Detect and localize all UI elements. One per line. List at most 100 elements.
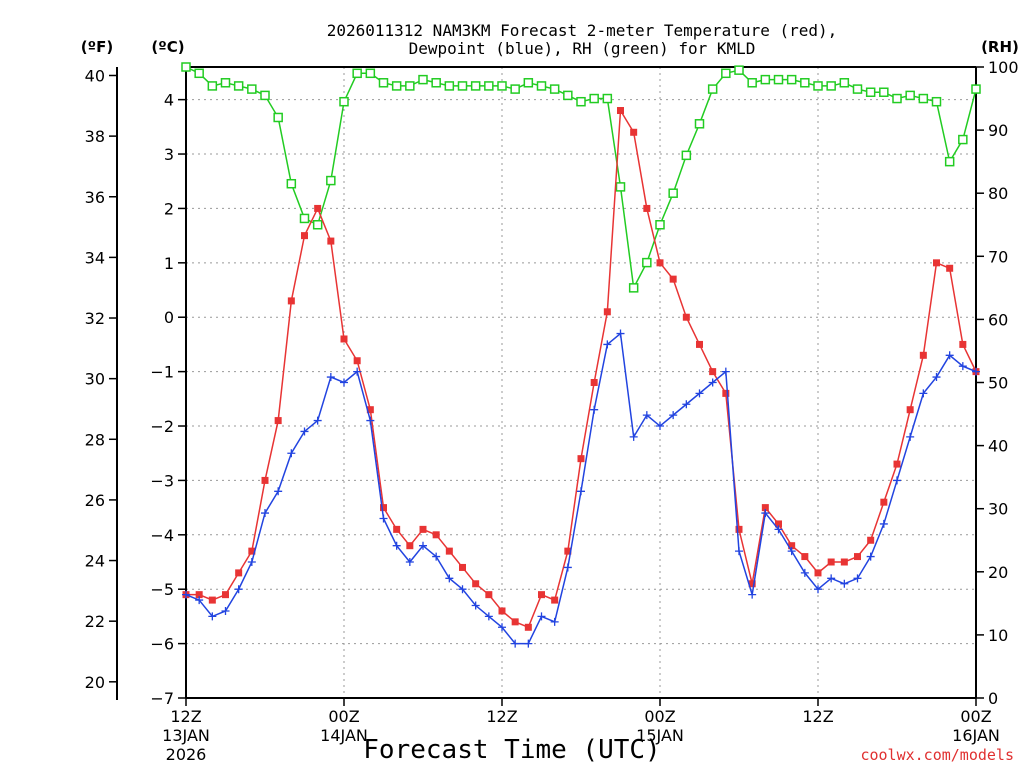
x-tick-label: 12Z — [802, 707, 833, 726]
axes — [109, 66, 984, 706]
rh-point — [826, 81, 836, 91]
dewpoint-point — [300, 427, 309, 436]
temperature-point — [827, 558, 835, 566]
fahrenheit-tick-label: 40 — [85, 66, 105, 85]
chart-title-line2: Dewpoint (blue), RH (green) for KMLD — [409, 39, 756, 58]
dewpoint-point — [379, 514, 388, 523]
temperature-point — [195, 591, 203, 599]
rh-tick-label: 100 — [988, 58, 1019, 77]
dewpoint-point — [642, 411, 651, 420]
temperature-point — [814, 569, 822, 577]
temperature-point — [840, 558, 848, 566]
temperature-point — [603, 308, 611, 316]
rh-tick-label: 40 — [988, 437, 1008, 456]
dewpoint-point — [695, 389, 704, 398]
dewpoint-point — [366, 416, 375, 425]
rh-tick-label: 90 — [988, 121, 1008, 140]
celsius-tick-label: −3 — [150, 471, 174, 490]
dewpoint-point — [800, 568, 809, 577]
dewpoint-point — [945, 351, 954, 360]
dewpoint-point — [840, 579, 849, 588]
temperature-point — [432, 531, 440, 539]
fahrenheit-tick-label: 32 — [85, 309, 105, 328]
rh-tick-label: 20 — [988, 563, 1008, 582]
temperature-point — [590, 379, 598, 386]
celsius-tick-label: −1 — [150, 363, 174, 382]
temperature-point — [327, 237, 335, 245]
temperature-point — [775, 520, 782, 528]
dewpoint-point — [563, 563, 572, 572]
dewpoint-point — [340, 378, 348, 387]
temperature-point — [353, 357, 361, 365]
dewpoint-point — [748, 590, 757, 599]
dewpoint-point — [774, 525, 783, 534]
rh-point — [655, 220, 665, 230]
temperature-point — [669, 275, 677, 283]
temperature-point — [274, 417, 282, 425]
temperature-point — [551, 596, 559, 604]
dewpoint-point — [893, 476, 901, 485]
dewpoint-point — [919, 389, 928, 398]
rh-point — [944, 156, 955, 167]
rh-unit-label: (RH) — [981, 38, 1019, 56]
celsius-tick-label: 2 — [164, 199, 174, 218]
rh-point — [668, 188, 678, 198]
dewpoint-point — [419, 541, 427, 550]
fahrenheit-tick-label: 24 — [85, 552, 105, 571]
rh-point — [786, 74, 797, 85]
rh-point — [365, 68, 376, 79]
x-tick-date: 14JAN — [320, 726, 368, 745]
rh-point — [681, 150, 692, 161]
rh-point — [892, 93, 902, 104]
rh-point — [589, 93, 599, 104]
dewpoint-point — [524, 639, 533, 648]
temperature-point — [959, 340, 967, 348]
rh-point — [642, 257, 652, 268]
celsius-tick-label: −7 — [150, 689, 174, 708]
temperature-point — [314, 204, 322, 212]
fahrenheit-tick-label: 20 — [85, 673, 105, 692]
rh-point — [958, 134, 968, 145]
x-tick-year: 2026 — [166, 745, 207, 764]
dewpoint-point — [958, 362, 967, 371]
dewpoint-point — [682, 400, 691, 409]
x-tick-label: 12Z — [486, 707, 517, 726]
rh-point — [549, 84, 560, 94]
temperature-point — [511, 618, 519, 626]
temperature-point — [946, 264, 954, 272]
temperature-point — [919, 351, 927, 359]
dewpoint-point — [274, 487, 283, 496]
celsius-tick-label: −5 — [150, 580, 174, 599]
temperature-point — [630, 128, 638, 136]
temperature-point — [419, 525, 427, 533]
rh-point — [273, 112, 283, 123]
celsius-unit-label: (ºC) — [151, 38, 184, 56]
dewpoint-point — [208, 612, 217, 621]
rh-point — [286, 178, 297, 189]
dewpoint-point — [590, 405, 599, 414]
x-axis-label: Forecast Time (UTC) — [363, 735, 660, 765]
dewpoint-point — [879, 519, 888, 528]
celsius-tick-label: 4 — [164, 91, 174, 110]
rh-tick-label: 60 — [988, 310, 1008, 329]
fahrenheit-tick-label: 26 — [85, 491, 105, 510]
temperature-point — [748, 580, 756, 588]
rh-tick-label: 50 — [988, 374, 1008, 393]
temperature-point — [393, 525, 401, 533]
temperature-point — [564, 547, 572, 555]
rh-series — [181, 62, 981, 293]
dewpoint-point — [458, 585, 467, 594]
rh-point — [444, 81, 455, 91]
temperature-point — [261, 476, 269, 484]
rh-point — [602, 93, 613, 104]
rh-point — [879, 87, 889, 97]
celsius-tick-label: 3 — [164, 145, 174, 164]
dewpoint-point — [853, 574, 862, 583]
rh-point — [207, 81, 218, 91]
rh-point — [707, 84, 718, 94]
rh-point — [391, 81, 402, 91]
rh-point — [378, 78, 389, 88]
temperature-point — [854, 553, 861, 561]
dewpoint-point — [577, 487, 585, 496]
celsius-tick-label: −4 — [150, 526, 174, 545]
